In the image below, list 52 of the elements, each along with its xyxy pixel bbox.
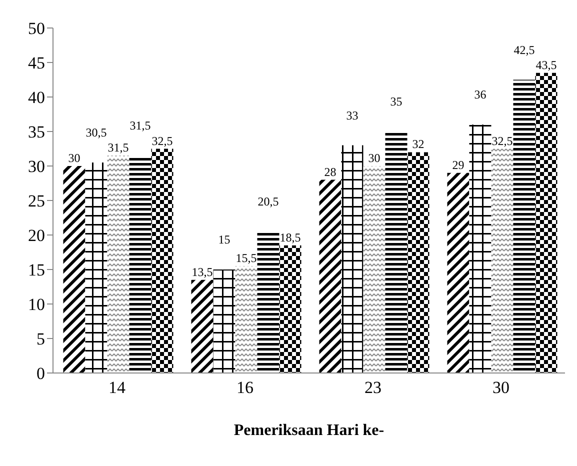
- data-label: 32,5: [152, 134, 173, 148]
- data-label: 31,5: [130, 118, 151, 133]
- bar: [341, 145, 364, 373]
- data-label: 29: [452, 158, 464, 172]
- data-label: 31,5: [108, 140, 129, 155]
- bar: [63, 166, 86, 373]
- y-tick-label: 15: [28, 260, 45, 280]
- y-tick-label: 35: [28, 122, 45, 142]
- bar: [407, 152, 430, 373]
- data-label: 43,5: [536, 58, 557, 72]
- y-tick-label: 50: [28, 19, 45, 38]
- x-tick-label: 16: [236, 378, 254, 398]
- y-tick-label: 45: [28, 54, 45, 73]
- bar: [151, 148, 174, 373]
- data-label: 28: [324, 164, 336, 179]
- bar: [107, 156, 130, 373]
- data-label: 32,5: [492, 134, 513, 148]
- bar: [85, 162, 108, 373]
- bar: [363, 166, 386, 373]
- bar: [191, 280, 214, 373]
- y-tick-label: 0: [36, 364, 45, 384]
- data-label: 35: [390, 94, 402, 108]
- y-tick-label: 20: [28, 226, 45, 246]
- bar: [279, 245, 302, 373]
- y-tick-label: 30: [28, 157, 45, 176]
- x-tick-label: 14: [108, 378, 126, 398]
- bar: [491, 148, 514, 373]
- y-tick-label: 25: [28, 192, 45, 211]
- y-tick-label: 10: [28, 295, 45, 314]
- y-tick-label: 40: [28, 88, 45, 108]
- bar: [235, 266, 258, 373]
- bar: [447, 172, 470, 373]
- x-tick-label: 23: [364, 378, 382, 398]
- bar: [469, 124, 492, 373]
- data-label: 13,5: [192, 264, 213, 279]
- data-label: 30,5: [86, 126, 107, 140]
- data-label: 15,5: [236, 251, 257, 266]
- data-label: 30: [68, 151, 80, 165]
- data-label: 32: [412, 137, 424, 152]
- data-label: 36: [474, 88, 486, 102]
- x-tick-label: 30: [492, 378, 510, 398]
- bar: [319, 180, 342, 373]
- data-label: 15: [218, 232, 230, 246]
- y-tick-label: 5: [36, 330, 45, 349]
- data-label: 42,5: [514, 42, 535, 57]
- data-label: 30: [368, 151, 380, 165]
- data-label: 20,5: [258, 194, 279, 209]
- x-axis-title: Pemeriksaan Hari ke-: [234, 422, 384, 439]
- bar: [213, 270, 236, 373]
- data-label: 33: [346, 108, 358, 122]
- bar: [535, 72, 558, 373]
- data-label: 18,5: [280, 230, 301, 244]
